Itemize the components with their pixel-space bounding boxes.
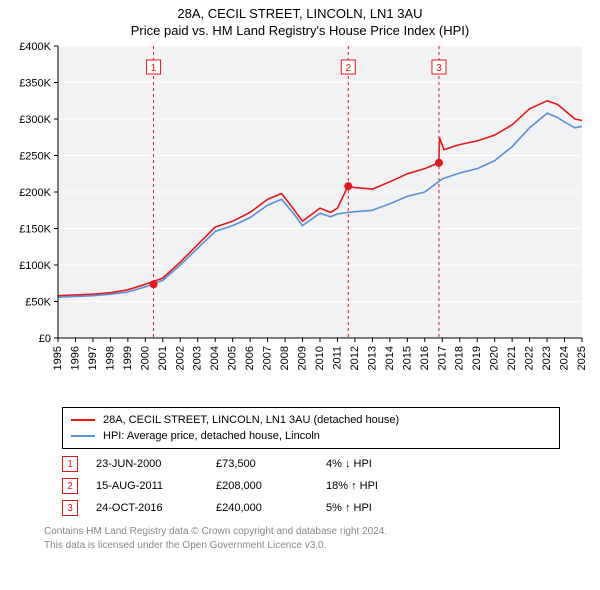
legend-row: HPI: Average price, detached house, Linc… bbox=[71, 428, 551, 444]
sale-marker-icon: 3 bbox=[62, 500, 78, 516]
svg-text:£350K: £350K bbox=[19, 78, 51, 90]
sale-row: 1 23-JUN-2000 £73,500 4% ↓ HPI bbox=[62, 453, 560, 475]
svg-text:2008: 2008 bbox=[279, 346, 291, 370]
svg-text:1996: 1996 bbox=[69, 346, 81, 370]
svg-text:2007: 2007 bbox=[262, 346, 274, 370]
svg-text:2019: 2019 bbox=[471, 346, 483, 370]
svg-text:2002: 2002 bbox=[174, 346, 186, 370]
sale-price: £73,500 bbox=[216, 458, 326, 470]
legend-label: 28A, CECIL STREET, LINCOLN, LN1 3AU (det… bbox=[103, 414, 399, 426]
svg-text:2010: 2010 bbox=[314, 346, 326, 370]
svg-text:2015: 2015 bbox=[401, 346, 413, 370]
title-subtitle: Price paid vs. HM Land Registry's House … bbox=[0, 23, 600, 38]
footer: Contains HM Land Registry data © Crown c… bbox=[44, 525, 560, 552]
svg-text:1995: 1995 bbox=[52, 346, 64, 370]
legend-label: HPI: Average price, detached house, Linc… bbox=[103, 430, 320, 442]
svg-text:2021: 2021 bbox=[506, 346, 518, 370]
svg-text:1999: 1999 bbox=[122, 346, 134, 370]
svg-text:2024: 2024 bbox=[559, 346, 571, 370]
svg-text:2003: 2003 bbox=[192, 346, 204, 370]
svg-text:£150K: £150K bbox=[19, 224, 51, 236]
svg-text:£250K: £250K bbox=[19, 151, 51, 163]
svg-text:3: 3 bbox=[436, 63, 442, 74]
svg-text:2: 2 bbox=[346, 63, 352, 74]
sale-delta: 5% ↑ HPI bbox=[326, 502, 372, 514]
svg-text:2020: 2020 bbox=[489, 346, 501, 370]
svg-text:2018: 2018 bbox=[454, 346, 466, 370]
svg-text:2001: 2001 bbox=[157, 346, 169, 370]
svg-text:£200K: £200K bbox=[19, 187, 51, 199]
svg-text:1998: 1998 bbox=[104, 346, 116, 370]
legend-swatch bbox=[71, 419, 95, 421]
svg-text:£100K: £100K bbox=[19, 260, 51, 272]
footer-line: Contains HM Land Registry data © Crown c… bbox=[44, 525, 560, 539]
sale-date: 23-JUN-2000 bbox=[96, 458, 216, 470]
sale-row: 3 24-OCT-2016 £240,000 5% ↑ HPI bbox=[62, 497, 560, 519]
svg-text:£300K: £300K bbox=[19, 114, 51, 126]
sale-row: 2 15-AUG-2011 £208,000 18% ↑ HPI bbox=[62, 475, 560, 497]
chart-svg: £0 £50K £100K £150K £200K £250K £300K £350K £400… bbox=[0, 38, 600, 398]
svg-text:2004: 2004 bbox=[209, 346, 221, 370]
svg-text:1997: 1997 bbox=[87, 346, 99, 370]
svg-text:1: 1 bbox=[151, 63, 157, 74]
svg-text:£50K: £50K bbox=[25, 297, 51, 309]
legend-row: 28A, CECIL STREET, LINCOLN, LN1 3AU (det… bbox=[71, 412, 551, 428]
title-block: 28A, CECIL STREET, LINCOLN, LN1 3AU Pric… bbox=[0, 0, 600, 38]
svg-text:2017: 2017 bbox=[436, 346, 448, 370]
svg-text:£0: £0 bbox=[39, 333, 51, 345]
svg-text:2000: 2000 bbox=[139, 346, 151, 370]
svg-text:2013: 2013 bbox=[366, 346, 378, 370]
sale-price: £208,000 bbox=[216, 480, 326, 492]
title-address: 28A, CECIL STREET, LINCOLN, LN1 3AU bbox=[0, 6, 600, 21]
svg-text:2022: 2022 bbox=[524, 346, 536, 370]
legend: 28A, CECIL STREET, LINCOLN, LN1 3AU (det… bbox=[62, 407, 560, 449]
sale-delta: 18% ↑ HPI bbox=[326, 480, 378, 492]
svg-text:2025: 2025 bbox=[576, 346, 588, 370]
sale-rows: 1 23-JUN-2000 £73,500 4% ↓ HPI 2 15-AUG-… bbox=[62, 453, 560, 519]
svg-text:2014: 2014 bbox=[384, 346, 396, 370]
svg-text:£400K: £400K bbox=[19, 41, 51, 53]
sale-marker-icon: 2 bbox=[62, 478, 78, 494]
chart: £0 £50K £100K £150K £200K £250K £300K £350K £400… bbox=[0, 38, 600, 403]
sale-date: 15-AUG-2011 bbox=[96, 480, 216, 492]
svg-text:2016: 2016 bbox=[419, 346, 431, 370]
svg-text:2005: 2005 bbox=[227, 346, 239, 370]
svg-text:2009: 2009 bbox=[297, 346, 309, 370]
sale-delta: 4% ↓ HPI bbox=[326, 458, 372, 470]
chart-container: 28A, CECIL STREET, LINCOLN, LN1 3AU Pric… bbox=[0, 0, 600, 552]
legend-swatch bbox=[71, 435, 95, 437]
svg-text:2011: 2011 bbox=[331, 346, 343, 370]
sale-marker-icon: 1 bbox=[62, 456, 78, 472]
svg-text:2023: 2023 bbox=[541, 346, 553, 370]
sale-date: 24-OCT-2016 bbox=[96, 502, 216, 514]
svg-text:2006: 2006 bbox=[244, 346, 256, 370]
sale-price: £240,000 bbox=[216, 502, 326, 514]
footer-line: This data is licensed under the Open Gov… bbox=[44, 539, 560, 553]
svg-text:2012: 2012 bbox=[349, 346, 361, 370]
